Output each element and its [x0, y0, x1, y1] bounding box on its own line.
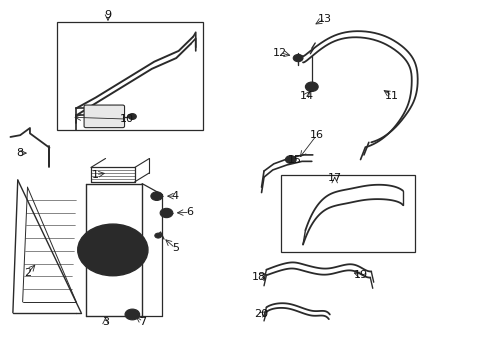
Circle shape	[151, 192, 162, 201]
Text: 13: 13	[317, 14, 331, 24]
Circle shape	[128, 114, 136, 120]
Circle shape	[155, 233, 161, 238]
Bar	[57, 22, 203, 130]
Text: 9: 9	[104, 10, 111, 20]
Text: 5: 5	[171, 243, 179, 253]
Text: 8: 8	[17, 148, 24, 158]
Text: 6: 6	[186, 207, 193, 217]
Text: 15: 15	[287, 155, 301, 165]
Text: 7: 7	[139, 317, 146, 327]
Text: 19: 19	[353, 270, 367, 280]
Text: 11: 11	[385, 91, 398, 101]
Circle shape	[285, 156, 296, 163]
Text: 1: 1	[92, 170, 99, 180]
Circle shape	[101, 241, 125, 259]
Circle shape	[125, 309, 140, 320]
Text: 14: 14	[299, 91, 313, 101]
Text: 4: 4	[171, 191, 179, 201]
Text: 3: 3	[102, 317, 109, 327]
Text: 17: 17	[327, 173, 341, 183]
Text: 20: 20	[254, 310, 268, 319]
Circle shape	[305, 82, 318, 91]
Circle shape	[293, 54, 303, 62]
Text: 10: 10	[119, 114, 133, 124]
Circle shape	[78, 224, 148, 276]
Circle shape	[160, 208, 172, 218]
FancyBboxPatch shape	[84, 105, 124, 128]
Text: 2: 2	[24, 268, 31, 278]
Text: 18: 18	[251, 272, 265, 282]
Bar	[281, 175, 414, 252]
Text: 12: 12	[272, 48, 286, 58]
Text: 16: 16	[309, 130, 323, 140]
